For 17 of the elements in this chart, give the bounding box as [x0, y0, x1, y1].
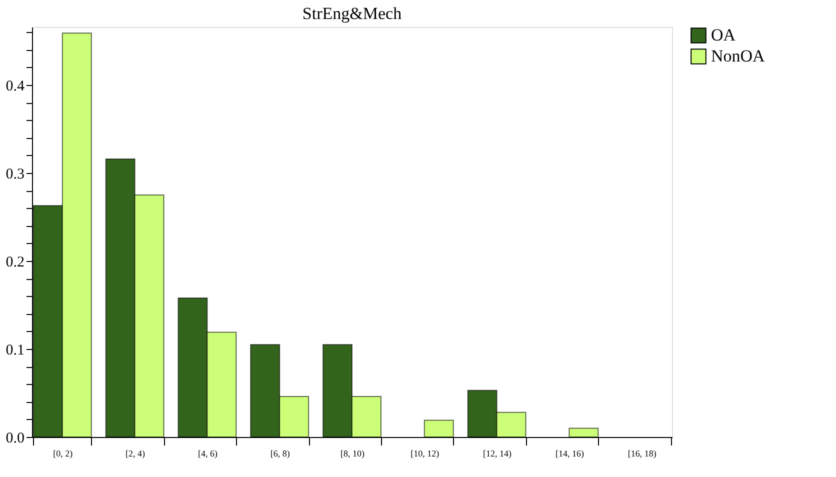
y-tick-label: 0.2 — [6, 254, 24, 271]
x-tick-label: [0, 2) — [53, 448, 73, 458]
x-tick-label: [14, 16) — [555, 448, 584, 458]
legend-label: NonOA — [711, 46, 766, 66]
y-tick-label: 0.1 — [6, 342, 24, 359]
x-tick-label: [10, 12) — [410, 448, 440, 458]
x-tick-label: [4, 6) — [198, 448, 218, 458]
chart-title: StrEng&Mech — [302, 4, 402, 23]
x-tick-label: [6, 8) — [270, 448, 290, 458]
x-tick-label: [2, 4) — [126, 448, 146, 458]
legend-label: OA — [711, 26, 736, 44]
y-tick-label: 0.3 — [6, 166, 24, 183]
y-tick-label: 0.0 — [6, 430, 24, 446]
x-tick-label: [12, 14) — [483, 448, 512, 458]
x-tick-label: [8, 10) — [340, 448, 364, 458]
x-tick-label: [16, 18) — [628, 448, 656, 458]
y-tick-label: 0.4 — [6, 78, 25, 95]
